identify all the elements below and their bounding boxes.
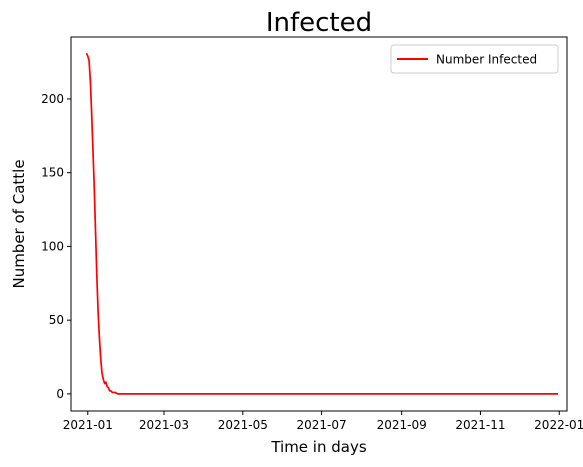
- chart-title: Infected: [266, 8, 372, 38]
- x-tick-label: 2021-11: [455, 418, 505, 432]
- plot-frame: [70, 36, 568, 412]
- x-tick-label: 2022-01: [534, 418, 583, 432]
- legend-box: [390, 44, 559, 74]
- y-tick-label: 100: [41, 239, 64, 253]
- y-axis-ticks: 0 50 100 150 200: [41, 92, 71, 401]
- x-axis-title: Time in days: [270, 438, 367, 456]
- x-axis-ticks: 2021-01 2021-03 2021-05 2021-07 2021-09 2021-…: [63, 411, 583, 432]
- x-tick-label: 2021-01: [63, 418, 113, 432]
- x-tick-label: 2021-07: [297, 418, 347, 432]
- x-tick-label: 2021-03: [139, 418, 189, 432]
- y-tick-label: 150: [41, 166, 64, 180]
- series-line-number-infected: [85, 52, 558, 395]
- y-tick-label: 0: [56, 387, 64, 401]
- x-tick-label: 2021-09: [377, 418, 427, 432]
- y-axis-title: Number of Cattle: [10, 159, 28, 288]
- legend-label-number-infected: Number Infected: [436, 53, 537, 67]
- x-tick-label: 2021-05: [218, 418, 268, 432]
- y-tick-label: 200: [41, 92, 64, 106]
- series-layer: [85, 52, 558, 395]
- legend: Number Infected: [390, 44, 559, 74]
- y-tick-label: 50: [49, 313, 64, 327]
